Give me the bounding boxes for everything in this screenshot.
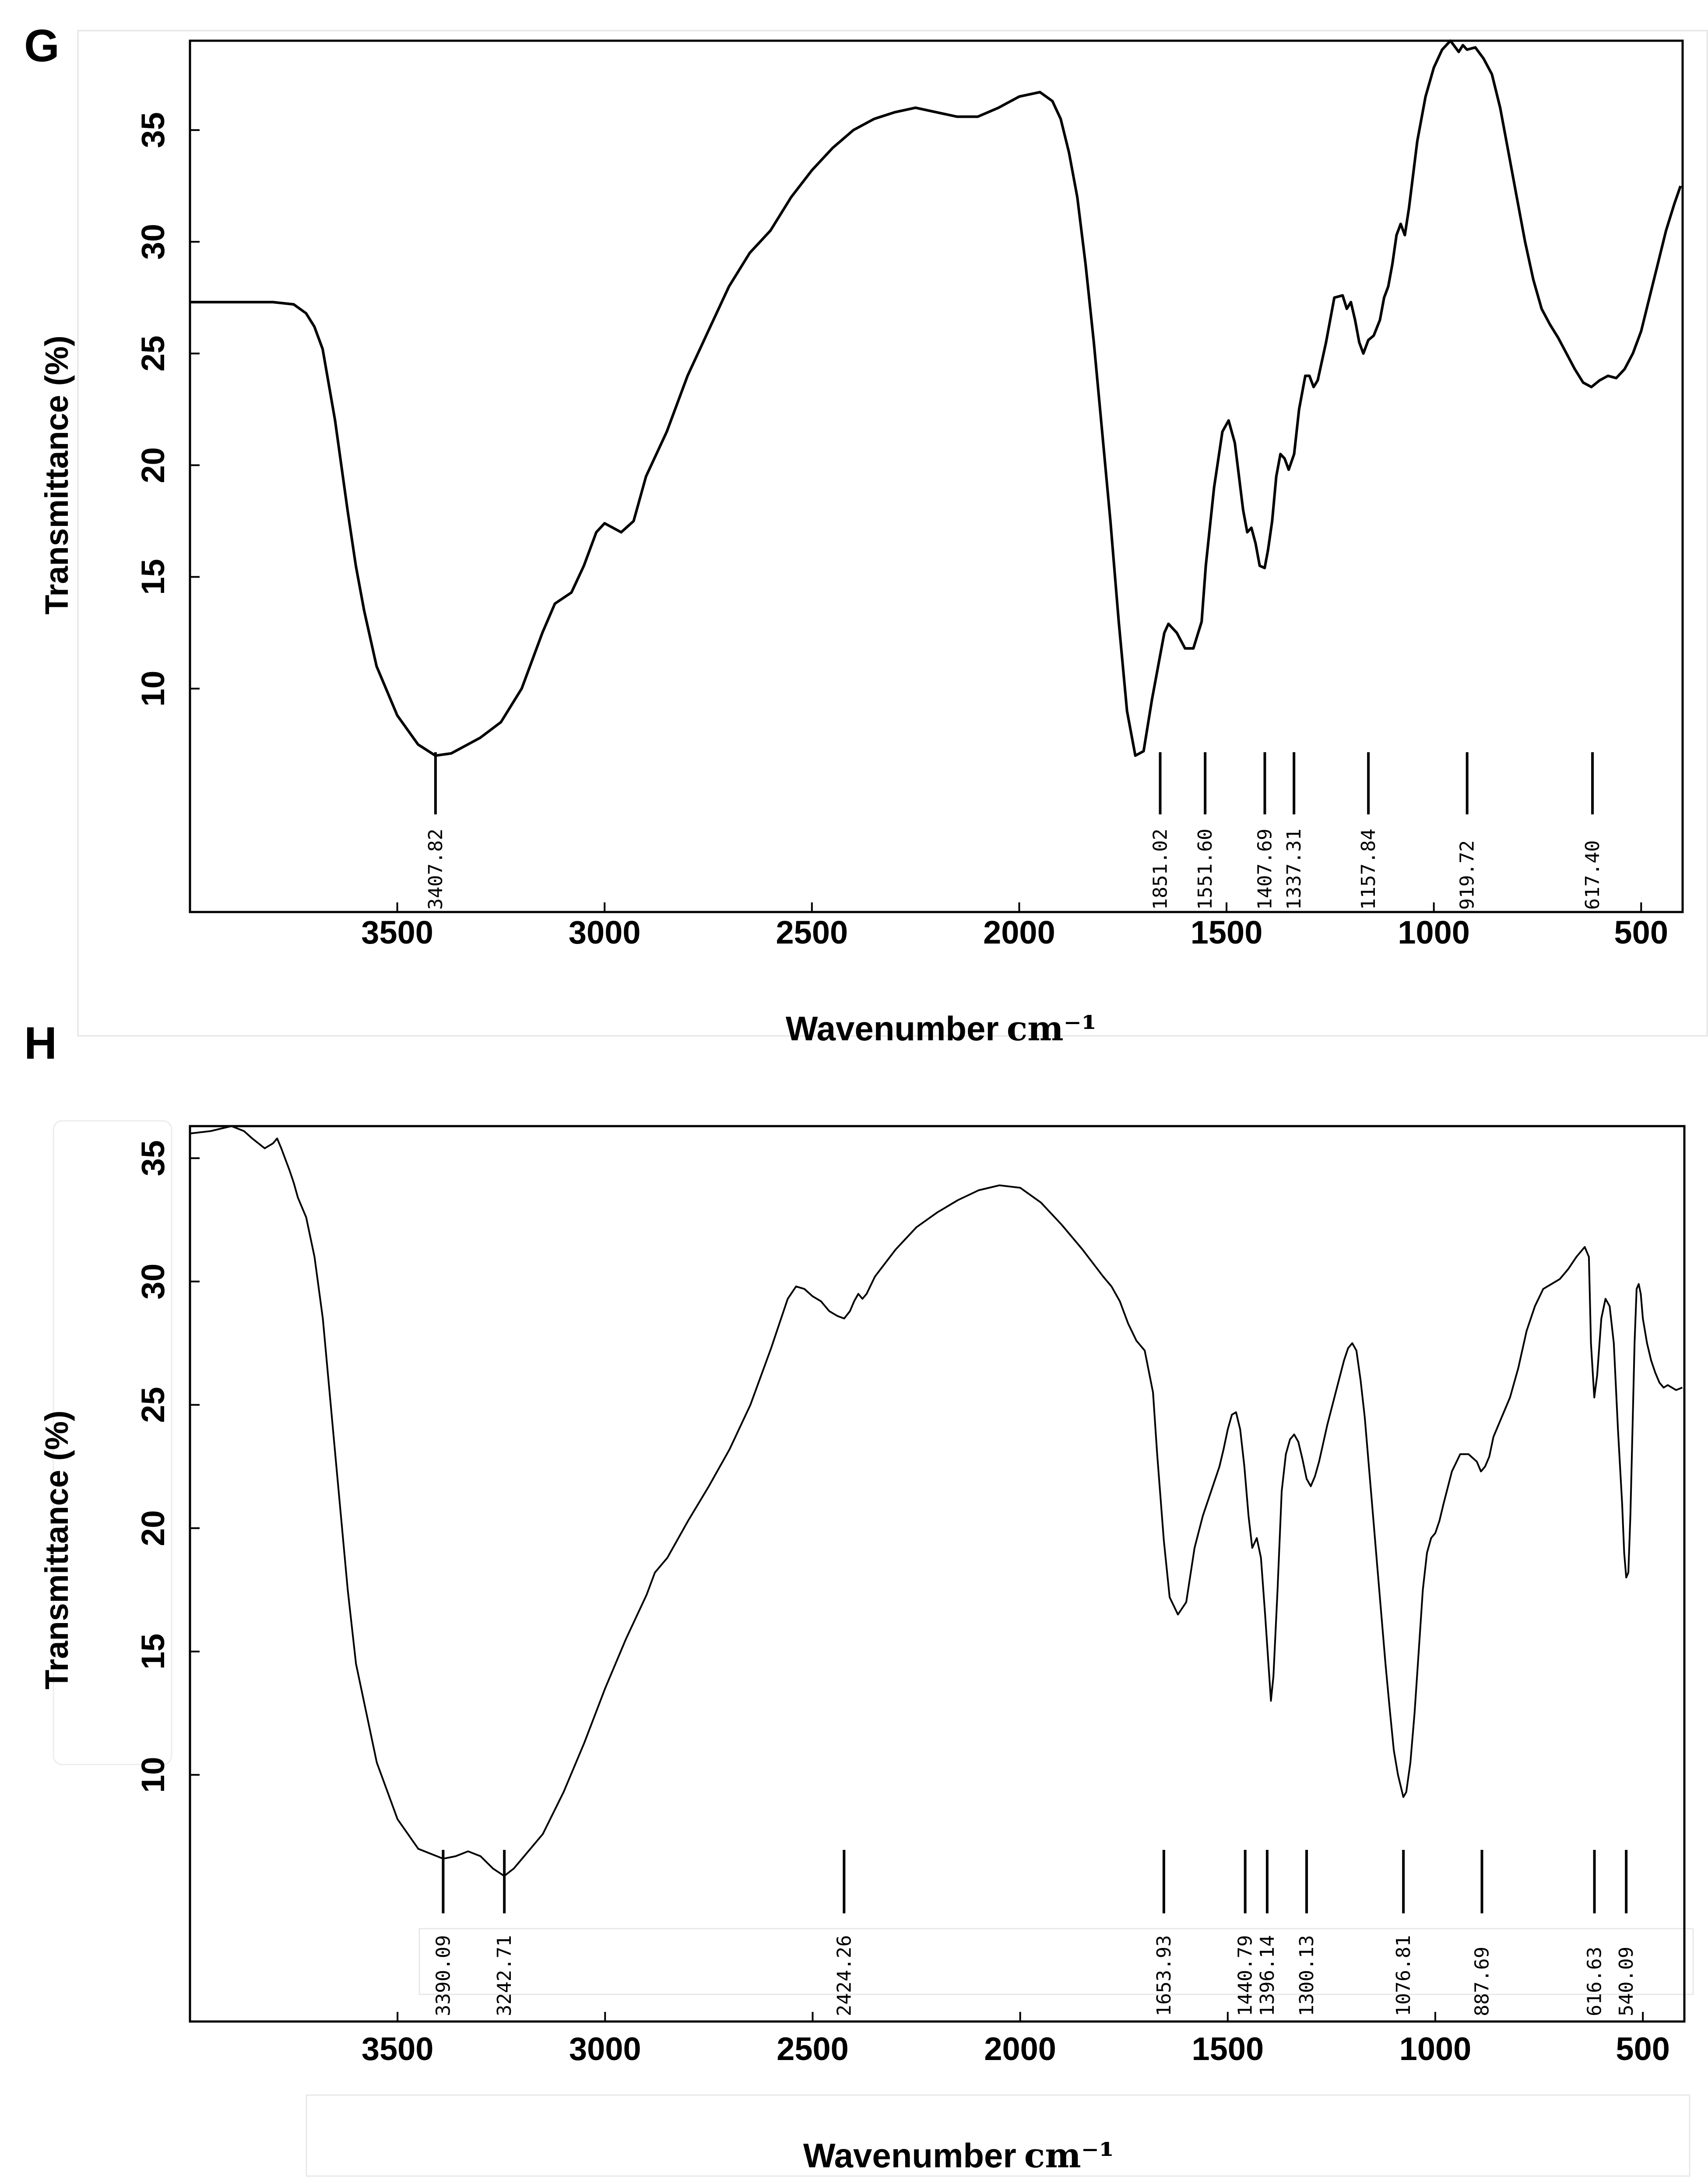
panel-h-spectrum-line xyxy=(190,1125,1683,1877)
x-tick-label: 3000 xyxy=(569,914,641,951)
panel-g-plot-frame xyxy=(189,39,1684,913)
y-tick-label: 20 xyxy=(135,447,171,483)
y-tick-label: 15 xyxy=(135,1634,171,1669)
peak-label: 919.72 xyxy=(1456,840,1479,910)
panel-h-peak-markers: 3390.09 3242.71 2424.26 1653.93 1440.79 1396.… xyxy=(432,1850,1638,2016)
peak-label: 1157.84 xyxy=(1357,829,1380,910)
panel-h-plot-frame xyxy=(189,1125,1686,2023)
y-tick-label: 10 xyxy=(135,1757,171,1793)
peak-label: 1407.69 xyxy=(1254,829,1276,910)
x-tick-label: 3000 xyxy=(569,2031,641,2067)
peak-label: 3242.71 xyxy=(493,1935,516,2016)
peak-label: 1551.60 xyxy=(1194,829,1216,910)
peak-label: 1337.31 xyxy=(1283,829,1305,910)
panel-h: H 10 15 20 25 30 35 3500 3000 2500 2000 1500 1000 5… xyxy=(24,1018,1694,2177)
y-tick-label: 15 xyxy=(135,559,171,595)
panel-g-x-axis-unit: cm⁻¹ xyxy=(1007,1009,1096,1049)
peak-label: 1396.14 xyxy=(1256,1935,1279,2016)
peak-label: 1851.02 xyxy=(1149,829,1172,910)
panel-g-spectrum-line xyxy=(190,39,1682,757)
y-tick-label: 10 xyxy=(135,671,171,707)
x-tick-label: 1000 xyxy=(1398,914,1470,951)
x-tick-label: 1500 xyxy=(1192,2031,1264,2067)
panel-g-outer-frame xyxy=(77,30,1708,1037)
x-tick-label: 1500 xyxy=(1191,914,1263,951)
panel-g-x-axis-title: Wavenumber cm⁻¹ xyxy=(786,1009,1096,1049)
panel-g-y-axis-label: Transmittance (%) xyxy=(39,335,75,614)
peak-label: 3407.82 xyxy=(425,829,447,910)
peak-label: 1653.93 xyxy=(1153,1935,1175,2016)
panel-h-letter: H xyxy=(24,1018,57,1069)
x-tick-label: 3500 xyxy=(362,2031,434,2067)
y-tick-label: 25 xyxy=(135,335,171,371)
panel-h-y-ticks: 10 15 20 25 30 35 xyxy=(135,1140,200,1793)
peak-label: 617.40 xyxy=(1581,840,1604,910)
panel-g-x-ticks: 3500 3000 2500 2000 1500 1000 500 xyxy=(361,902,1668,951)
x-tick-label: 2000 xyxy=(984,2031,1056,2067)
y-tick-label: 35 xyxy=(135,1140,171,1176)
peak-label: 1440.79 xyxy=(1234,1935,1257,2016)
x-tick-label: 2000 xyxy=(983,914,1055,951)
panel-g: G 10 15 20 25 30 35 3500 3000 2500 2000 1500 1000 5… xyxy=(24,21,1708,1049)
x-tick-label: 500 xyxy=(1616,2031,1669,2067)
panel-h-y-axis-label: Transmittance (%) xyxy=(39,1410,75,1689)
panel-h-x-axis-title: Wavenumber cm⁻¹ xyxy=(803,2136,1114,2176)
y-tick-label: 35 xyxy=(135,112,171,148)
x-tick-label: 500 xyxy=(1614,914,1668,951)
x-tick-label: 2500 xyxy=(777,2031,849,2067)
panel-h-ylabel-box xyxy=(53,1120,172,1765)
panel-g-x-axis-label: Wavenumber xyxy=(786,1009,999,1048)
peak-label: 1300.13 xyxy=(1296,1935,1318,2016)
peak-label: 2424.26 xyxy=(833,1935,855,2016)
peak-label: 540.09 xyxy=(1615,1947,1638,2016)
panel-h-x-ticks: 3500 3000 2500 2000 1500 1000 500 xyxy=(362,2012,1670,2067)
panel-g-y-ticks: 10 15 20 25 30 35 xyxy=(135,112,200,707)
peak-label: 1076.81 xyxy=(1392,1935,1415,2016)
peak-label: 3390.09 xyxy=(432,1935,454,2016)
panel-g-letter: G xyxy=(24,21,60,71)
y-tick-label: 30 xyxy=(135,224,171,260)
panel-h-x-axis-label: Wavenumber xyxy=(803,2136,1016,2175)
panel-g-peak-markers: 3407.82 1851.02 1551.60 1407.69 1337.31 1157.… xyxy=(425,752,1604,910)
x-tick-label: 1000 xyxy=(1399,2031,1472,2067)
x-tick-label: 2500 xyxy=(776,914,848,951)
panel-h-xtick-box xyxy=(418,1928,1694,1995)
peak-label: 887.69 xyxy=(1471,1947,1494,2016)
y-tick-label: 30 xyxy=(135,1264,171,1300)
peak-label: 616.63 xyxy=(1584,1947,1606,2016)
panel-h-x-axis-unit: cm⁻¹ xyxy=(1024,2136,1114,2176)
y-tick-label: 25 xyxy=(135,1387,171,1423)
panel-h-xlabel-box xyxy=(306,2094,1690,2177)
x-tick-label: 3500 xyxy=(361,914,433,951)
y-tick-label: 20 xyxy=(135,1510,171,1546)
